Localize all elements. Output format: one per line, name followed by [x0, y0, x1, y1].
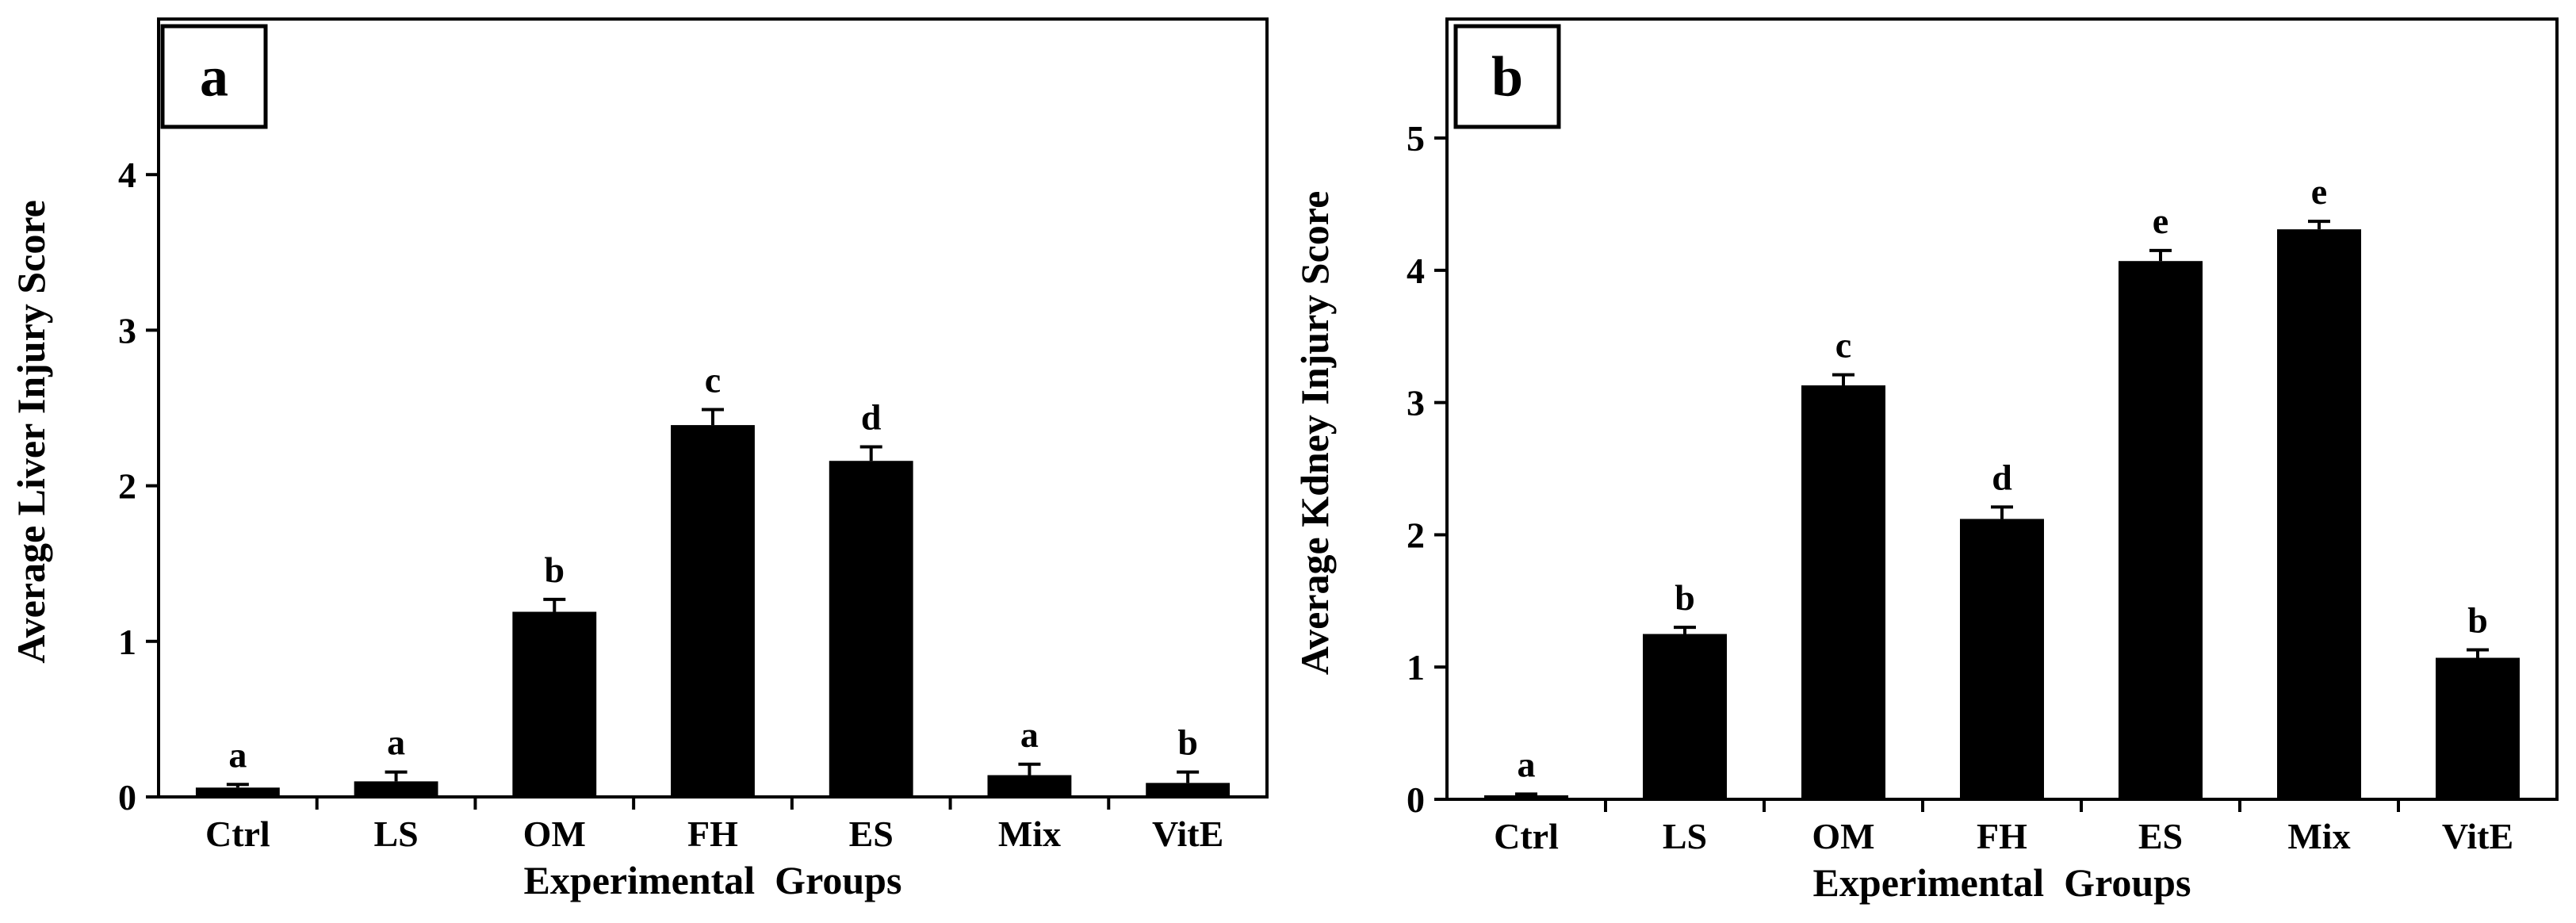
panel-letter-box — [160, 24, 268, 129]
significance-label: e — [2311, 171, 2327, 212]
significance-label: b — [1177, 722, 1198, 763]
bar-mix — [987, 775, 1072, 797]
significance-label: b — [544, 550, 565, 590]
y-tick-label: 2 — [118, 466, 136, 507]
significance-label: b — [1675, 577, 1695, 618]
y-tick-label: 3 — [118, 310, 136, 350]
category-label-es: ES — [2138, 816, 2183, 856]
bar-es — [829, 461, 913, 797]
category-label-om: OM — [523, 814, 586, 854]
significance-label: d — [861, 397, 882, 438]
significance-label: c — [705, 359, 721, 400]
panel-letter-box — [1453, 24, 1561, 129]
bar-fh — [671, 425, 755, 797]
category-label-mix: Mix — [2287, 816, 2350, 856]
significance-label: a — [1518, 744, 1536, 784]
category-label-om: OM — [1812, 816, 1874, 856]
category-label-fh: FH — [1977, 816, 2027, 856]
bar-ctrl — [195, 787, 280, 797]
panel-a-liver-chart: 0 1 2 3 4 a Ctrl a LS b OM c FH d ES a Mix b VitE Experimen… — [9, 17, 1269, 902]
category-label-vite: VitE — [1152, 814, 1223, 854]
bar-vite — [2436, 657, 2520, 799]
category-label-ctrl: Ctrl — [205, 814, 270, 854]
bar-ls — [1643, 634, 1727, 799]
category-label-ctrl: Ctrl — [1494, 816, 1559, 856]
significance-label: b — [2467, 600, 2488, 641]
significance-label: d — [1992, 457, 2012, 497]
y-tick-label: 0 — [1407, 779, 1425, 820]
y-tick-label: 2 — [1407, 515, 1425, 555]
category-label-mix: Mix — [998, 814, 1061, 854]
category-label-fh: FH — [687, 814, 738, 854]
bar-vite — [1146, 783, 1231, 797]
y-tick-label: 3 — [1407, 383, 1425, 423]
significance-label: e — [2153, 201, 2168, 241]
significance-label: a — [387, 722, 405, 763]
category-label-ls: LS — [1663, 816, 1707, 856]
bar-es — [2119, 261, 2203, 799]
y-tick-label: 4 — [1407, 251, 1425, 291]
bar-mix — [2277, 229, 2361, 799]
y-tick-label: 1 — [1407, 647, 1425, 687]
y-tick-label: 5 — [1407, 118, 1425, 159]
bar-om — [512, 611, 597, 797]
category-label-es: ES — [849, 814, 894, 854]
y-tick-label: 0 — [118, 777, 136, 818]
panel-b-kidney-chart: 0 1 2 3 4 5 a Ctrl b LS c OM d FH e ES e Mix b VitE Experime… — [1292, 17, 2559, 905]
panel-letter: b — [1491, 45, 1523, 109]
panel-letter: a — [200, 45, 228, 109]
bar-fh — [1960, 519, 2044, 799]
category-label-vite: VitE — [2442, 816, 2513, 856]
bar-ctrl — [1484, 795, 1568, 799]
category-label-ls: LS — [373, 814, 418, 854]
bar-ls — [354, 781, 438, 797]
x-axis-title: Experimental Groups — [524, 858, 902, 902]
significance-label: c — [1835, 325, 1851, 366]
y-tick-label: 4 — [118, 155, 136, 195]
y-axis-title: Average Kdney Injury Score — [1292, 191, 1337, 676]
y-axis-title: Average Liver Injury Score — [9, 200, 53, 664]
significance-label: a — [228, 734, 247, 775]
significance-label: a — [1020, 714, 1039, 755]
bar-om — [1801, 385, 1885, 799]
x-axis-title: Experimental Groups — [1813, 860, 2191, 905]
y-tick-label: 1 — [118, 622, 136, 662]
